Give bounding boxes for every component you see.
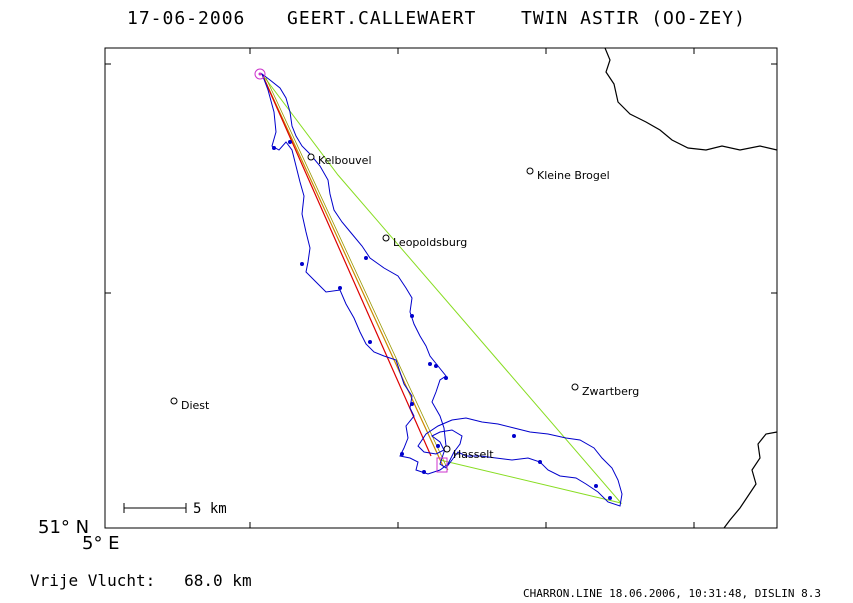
start-point xyxy=(258,72,262,76)
free-line-olive xyxy=(265,77,449,471)
scale-bar: 5 km xyxy=(123,501,227,517)
free-line-orange xyxy=(261,73,444,467)
finish-marker xyxy=(436,457,448,473)
town-diest: Diest xyxy=(170,397,210,412)
glider-name: TWIN ASTIR (OO-ZEY) xyxy=(521,8,746,29)
track-fixes xyxy=(272,140,612,500)
task-route xyxy=(261,73,623,504)
axis-ticks xyxy=(105,48,777,528)
town-hasselt: Hasselt xyxy=(443,445,494,461)
town-kelbouvel: Kelbouvel xyxy=(307,153,372,167)
town-label: Kleine Brogel xyxy=(537,169,610,182)
software-stamp: CHARRON.LINE 18.06.2006, 10:31:48, DISLI… xyxy=(522,587,821,600)
town-label: Zwartberg xyxy=(582,385,639,398)
town-label: Hasselt xyxy=(453,448,494,461)
town-zwartberg: Zwartberg xyxy=(571,383,639,398)
flight-label: Vrije Vlucht: xyxy=(30,571,156,590)
pilot-name: GEERT.CALLEWAERT xyxy=(287,8,477,29)
border-east xyxy=(723,431,778,529)
town-label: Leopoldsburg xyxy=(393,236,467,249)
free-line-red xyxy=(261,73,432,457)
map-frame xyxy=(104,47,778,529)
title-bar: 17-06-2006 GEERT.CALLEWAERT TWIN ASTIR (… xyxy=(0,8,853,32)
scale-label: 5 km xyxy=(193,501,227,517)
corner-latitude: 51° N xyxy=(38,517,90,538)
town-label: Diest xyxy=(181,399,210,412)
gps-track xyxy=(260,72,623,507)
start-marker xyxy=(254,68,266,80)
town-leopoldsburg: Leopoldsburg xyxy=(382,234,467,249)
town-kleine-brogel: Kleine Brogel xyxy=(526,167,610,182)
border-north xyxy=(604,47,778,151)
flight-date: 17-06-2006 xyxy=(127,8,246,29)
flight-summary: Vrije Vlucht: 68.0 km xyxy=(30,571,252,590)
corner-longitude: 5° E xyxy=(82,533,120,554)
flight-distance: 68.0 km xyxy=(184,571,252,590)
town-label: Kelbouvel xyxy=(318,154,372,167)
